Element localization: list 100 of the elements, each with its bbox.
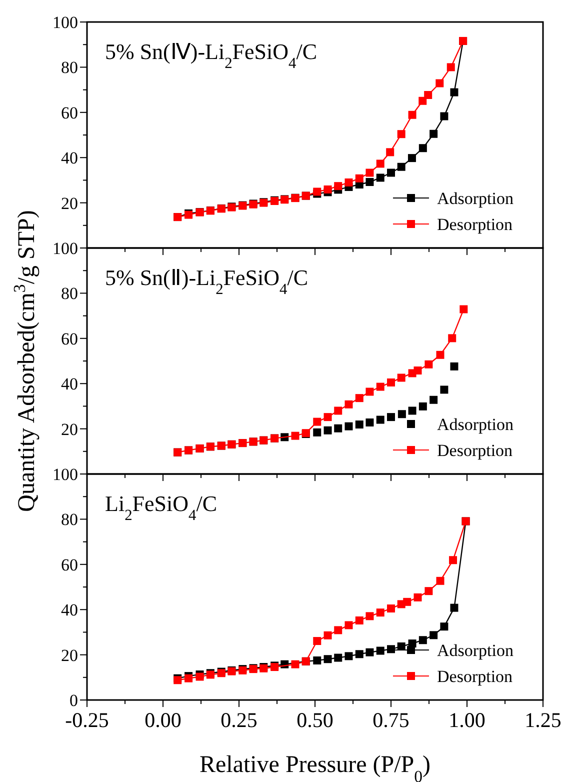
y-tick-label: 100 xyxy=(52,13,78,32)
y-tick-label: 80 xyxy=(61,284,78,304)
y-tick-label: 100 xyxy=(52,239,78,258)
point xyxy=(334,182,342,190)
y-tick-label: 60 xyxy=(61,103,78,122)
point xyxy=(324,413,332,422)
point xyxy=(355,174,364,182)
text: 1.00 xyxy=(448,708,486,732)
point xyxy=(366,648,374,656)
point xyxy=(376,160,384,168)
point xyxy=(430,396,438,404)
point xyxy=(448,334,456,342)
y-tick-label: 80 xyxy=(61,58,78,78)
y-tick-label: 100 xyxy=(52,465,78,484)
y-tick-label: 40 xyxy=(61,148,78,168)
point xyxy=(386,148,394,156)
point xyxy=(449,556,458,564)
point xyxy=(344,422,353,430)
point xyxy=(424,360,433,368)
point xyxy=(397,130,406,138)
point xyxy=(440,622,448,631)
point xyxy=(436,576,444,585)
point xyxy=(355,394,364,402)
point xyxy=(334,406,342,415)
point xyxy=(436,79,444,88)
point xyxy=(460,305,468,314)
point xyxy=(450,88,458,96)
point xyxy=(414,366,422,374)
point xyxy=(418,636,427,644)
point xyxy=(418,144,427,152)
point xyxy=(376,174,384,182)
point xyxy=(424,587,433,596)
y-tick-label: 40 xyxy=(61,600,78,620)
point xyxy=(324,655,332,664)
point xyxy=(397,162,406,171)
point xyxy=(344,621,353,630)
y-tick-label: 0 xyxy=(70,691,78,710)
point xyxy=(313,428,322,436)
point xyxy=(418,402,427,410)
point xyxy=(334,626,342,634)
point xyxy=(366,178,374,186)
point xyxy=(344,400,353,408)
point xyxy=(366,612,374,620)
point xyxy=(334,654,342,662)
point xyxy=(196,672,204,681)
point xyxy=(387,378,395,386)
x-tick-label: 0.75 xyxy=(372,708,410,732)
point xyxy=(408,154,416,162)
point xyxy=(387,413,395,422)
y-tick-label: 60 xyxy=(61,555,78,574)
point xyxy=(408,110,416,119)
point xyxy=(324,185,332,194)
point xyxy=(387,645,395,654)
point xyxy=(313,656,322,664)
legend-label: Adsorption xyxy=(437,641,514,660)
point xyxy=(334,424,342,432)
point xyxy=(366,418,374,426)
point xyxy=(450,604,458,612)
point xyxy=(376,608,384,617)
point xyxy=(424,91,432,99)
y-tick-label: 40 xyxy=(61,374,78,394)
text: 5% Sn(Ⅳ)-Li$_{2}$FeSiO$_{4}$/C xyxy=(105,39,318,72)
x-tick-label: 0.25 xyxy=(220,708,258,732)
y-tick-label: 60 xyxy=(61,329,78,348)
point xyxy=(291,432,300,440)
point xyxy=(440,112,448,120)
point xyxy=(313,637,322,646)
y-tick-label: 20 xyxy=(61,194,78,213)
point xyxy=(446,63,455,72)
text: Li$_{2}$FeSiO$_{4}$/C xyxy=(105,491,218,524)
point xyxy=(408,406,416,415)
x-tick-label: 1.25 xyxy=(524,708,562,732)
legend-label: Adsorption xyxy=(437,415,514,434)
point xyxy=(387,604,395,612)
point xyxy=(366,168,374,177)
point xyxy=(355,420,364,429)
y-tick-label: 80 xyxy=(61,510,78,530)
legend-label: Desorption xyxy=(437,441,514,460)
text: 0.50 xyxy=(296,708,334,732)
text: 0.00 xyxy=(144,708,182,732)
point xyxy=(344,178,353,186)
point xyxy=(376,382,384,391)
x-axis-title: Relative Pressure (P/P$_{0}$) xyxy=(199,752,431,782)
point xyxy=(418,96,427,105)
point xyxy=(344,652,353,660)
point xyxy=(430,130,438,138)
point xyxy=(414,593,422,602)
point xyxy=(403,598,412,606)
point xyxy=(355,650,364,658)
legend-label: Desorption xyxy=(437,667,514,686)
point xyxy=(450,362,458,370)
legend-label: Adsorption xyxy=(437,189,514,208)
point xyxy=(387,168,395,177)
y-tick-label: 20 xyxy=(61,646,78,665)
y-tick-label: 20 xyxy=(61,420,78,439)
point xyxy=(324,426,332,434)
point xyxy=(355,616,364,624)
point xyxy=(440,386,448,394)
point xyxy=(324,631,332,640)
point xyxy=(398,410,406,418)
